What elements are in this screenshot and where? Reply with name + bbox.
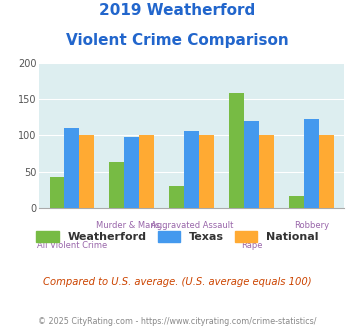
Bar (65, 128, 80, 208)
Bar (319, 135, 334, 208)
Bar (289, 196, 304, 208)
Bar (199, 135, 214, 208)
Bar (50, 178, 65, 208)
Legend: Weatherford, Texas, National: Weatherford, Texas, National (32, 227, 323, 247)
Text: All Violent Crime: All Violent Crime (37, 241, 107, 250)
Text: Compared to U.S. average. (U.S. average equals 100): Compared to U.S. average. (U.S. average … (43, 277, 312, 287)
Bar (109, 162, 124, 208)
Text: Murder & Mans...: Murder & Mans... (96, 221, 168, 230)
Text: Violent Crime Comparison: Violent Crime Comparison (66, 33, 289, 48)
Bar (304, 118, 319, 208)
Bar (169, 186, 184, 208)
Bar (244, 121, 259, 208)
Bar (259, 135, 274, 208)
Bar (80, 135, 94, 208)
Text: Aggravated Assault: Aggravated Assault (151, 221, 233, 230)
Text: 2019 Weatherford: 2019 Weatherford (99, 3, 256, 18)
Bar (124, 137, 139, 208)
Text: Rape: Rape (241, 241, 262, 250)
Bar (184, 131, 199, 208)
Text: © 2025 CityRating.com - https://www.cityrating.com/crime-statistics/: © 2025 CityRating.com - https://www.city… (38, 317, 317, 326)
Bar (229, 93, 244, 208)
Bar (139, 135, 154, 208)
Text: Robbery: Robbery (294, 221, 329, 230)
